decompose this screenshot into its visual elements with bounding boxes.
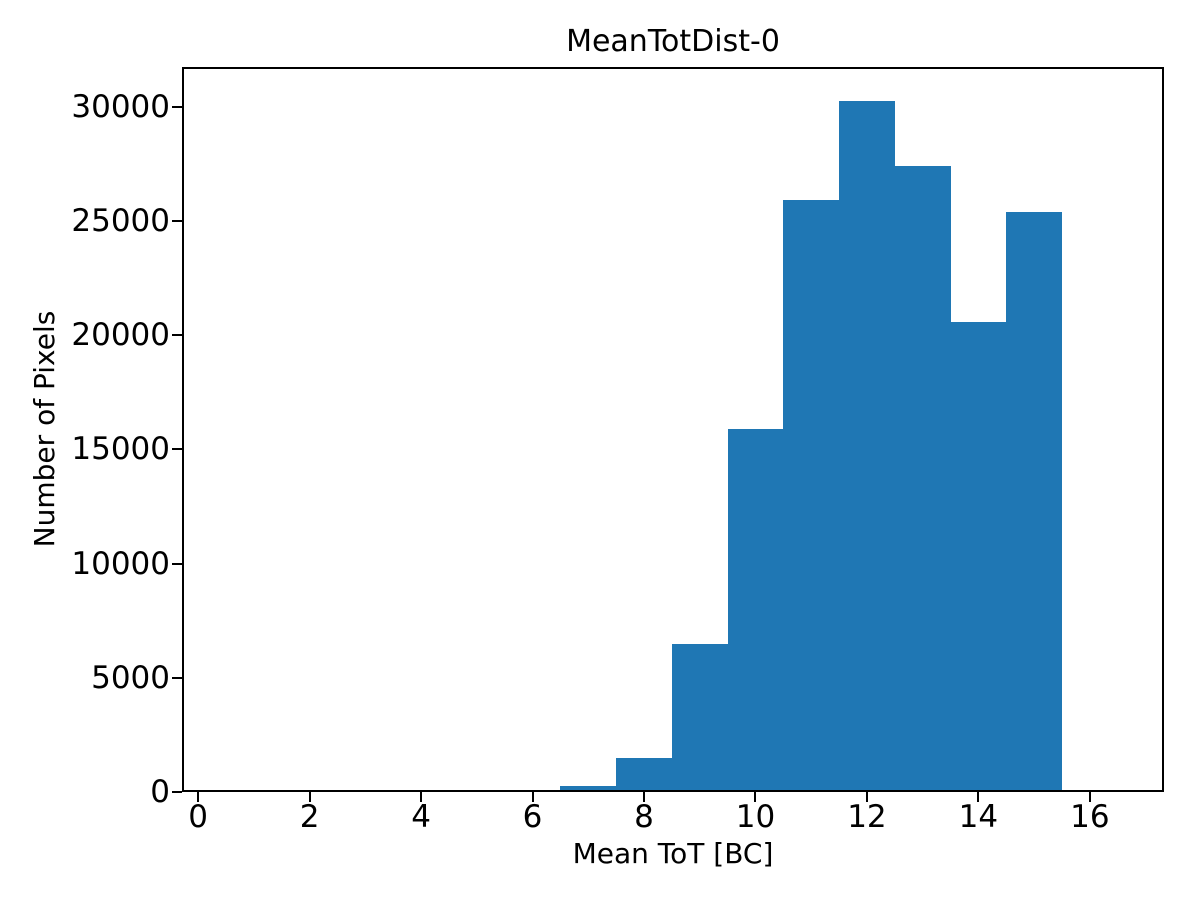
histogram-bar — [727, 428, 784, 792]
x-tick-label: 8 — [634, 799, 654, 835]
chart-title: MeanTotDist-0 — [566, 24, 780, 59]
y-tick-label: 20000 — [71, 317, 170, 354]
x-tick-label: 4 — [411, 799, 431, 835]
y-tick-mark — [172, 448, 182, 451]
histogram-bar — [671, 643, 728, 792]
y-tick-mark — [172, 219, 182, 222]
y-tick-mark — [172, 791, 182, 793]
x-axis-label: Mean ToT [BC] — [572, 837, 774, 870]
y-tick-mark — [172, 562, 182, 565]
x-tick-mark — [197, 792, 200, 802]
x-tick-label: 10 — [735, 799, 776, 835]
x-tick-label: 2 — [299, 799, 320, 835]
x-tick-mark — [865, 792, 868, 802]
x-tick-mark — [420, 792, 423, 802]
y-tick-label: 5000 — [91, 659, 170, 696]
plot-area — [182, 67, 1164, 792]
y-tick-label: 25000 — [71, 202, 170, 239]
y-tick-mark — [172, 676, 182, 679]
x-tick-label: 12 — [847, 799, 887, 835]
x-tick-mark — [643, 792, 646, 802]
x-tick-mark — [531, 792, 534, 802]
histogram-bar — [1006, 211, 1062, 792]
histogram-bar — [560, 786, 617, 792]
histogram-bar — [950, 322, 1007, 792]
x-tick-mark — [308, 792, 311, 802]
histogram-bar — [783, 200, 840, 792]
histogram-bar — [894, 166, 951, 792]
x-tick-label: 6 — [522, 799, 543, 835]
y-tick-mark — [172, 334, 182, 337]
y-tick-label: 15000 — [71, 431, 170, 468]
y-tick-mark — [172, 105, 182, 108]
x-tick-label: 16 — [1070, 799, 1110, 835]
y-tick-label: 0 — [150, 774, 170, 810]
histogram-bar — [616, 757, 672, 792]
x-tick-mark — [1088, 792, 1091, 802]
y-tick-label: 10000 — [71, 545, 170, 582]
x-tick-mark — [977, 792, 980, 802]
y-tick-label: 30000 — [71, 88, 170, 125]
x-tick-label: 14 — [958, 799, 999, 835]
histogram-bar — [839, 101, 895, 792]
x-tick-label: 0 — [188, 799, 209, 835]
x-tick-mark — [754, 792, 757, 802]
